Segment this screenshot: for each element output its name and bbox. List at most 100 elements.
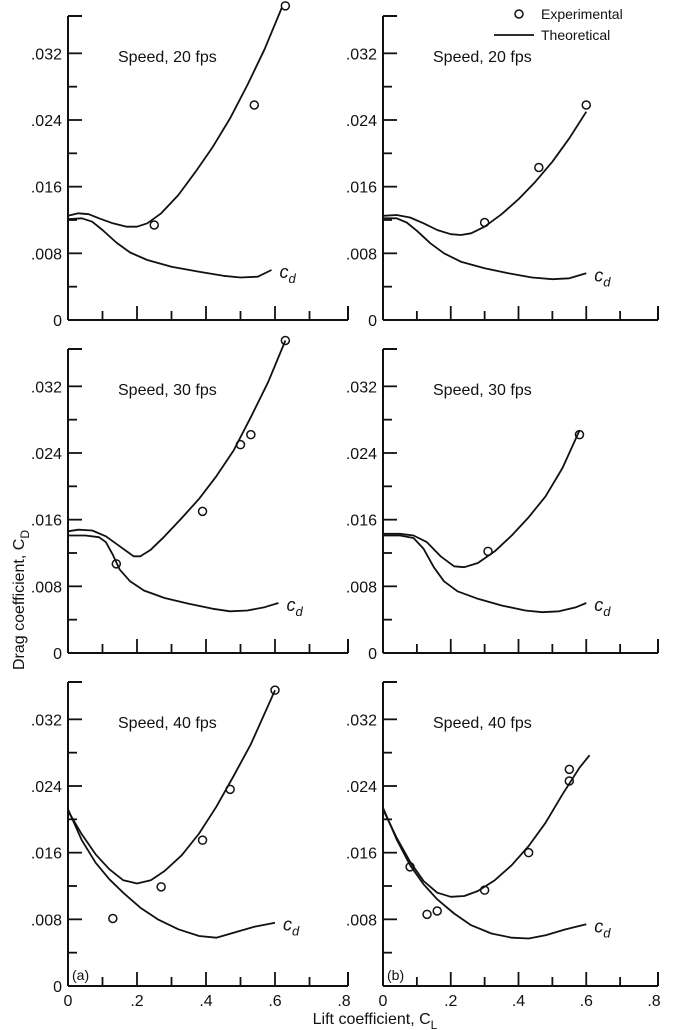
y-tick-label: 0 — [368, 313, 377, 330]
cd-curve-label-main: c — [594, 595, 603, 615]
experimental-point — [280, 335, 291, 346]
cd-curve-label-main: c — [286, 595, 295, 615]
theoretical-CD-line — [67, 689, 276, 885]
cd-curve-label: cd — [594, 265, 611, 289]
x-tick-label: .2 — [444, 993, 457, 1010]
y-tick-label: .024 — [31, 779, 62, 796]
experimental-point — [479, 217, 490, 228]
theoretical-CD-line — [67, 7, 283, 228]
experimental-point — [246, 429, 256, 440]
y-tick-label: .016 — [31, 513, 62, 530]
theoretical-CD-line — [382, 111, 588, 236]
x-tick-label: .4 — [512, 993, 525, 1010]
experimental-point — [270, 685, 280, 695]
experimental-point — [432, 906, 442, 916]
y-tick-label: .032 — [346, 712, 377, 729]
experimental-point — [422, 909, 432, 920]
experimental-point — [249, 100, 260, 110]
panel-1: 0 .008 .016 .024 .032 Speed, 20 fps cd — [31, 1, 349, 330]
cd-curve-label: cd — [594, 595, 611, 619]
x-axis-title-sub: L — [431, 1018, 438, 1030]
x-axis-title-main: Lift coefficient, C — [313, 1011, 431, 1028]
panel-5: 0 .008 .016 .024 .032 0 .2 .4 .6 .8 Speed, 40 fps (… — [31, 681, 351, 1010]
experimental-point — [280, 1, 291, 11]
y-tick-label: .032 — [346, 46, 377, 63]
y-tick-label: .024 — [31, 446, 62, 463]
experimental-point — [581, 100, 591, 110]
experimental-point — [197, 506, 208, 517]
x-tick-label: .8 — [337, 993, 350, 1010]
cd-curve-label-sub: d — [603, 925, 611, 940]
panel-6: .008 .016 .024 .032 0 .2 .4 .6 .8 Speed, 40 fps (b… — [346, 681, 661, 1010]
experimental-point — [156, 882, 166, 892]
experimental-point — [479, 885, 490, 895]
speed-label: Speed, 20 fps — [433, 49, 532, 66]
panel-3: 0 .008 .016 .024 .032 Speed, 30 fps cd — [31, 335, 349, 663]
legend-experimental-marker — [514, 9, 524, 19]
theoretical-cd-line — [382, 807, 587, 940]
cd-curve-label: cd — [283, 915, 300, 939]
legend: Experimental Theoretical — [494, 6, 623, 43]
x-tick-label: .8 — [647, 993, 660, 1010]
x-tick-label: 0 — [379, 993, 388, 1010]
experimental-point — [197, 835, 208, 845]
experimental-point — [149, 220, 159, 230]
y-tick-label: .016 — [346, 513, 377, 530]
experimental-point — [483, 546, 493, 557]
y-tick-label: .024 — [346, 446, 377, 463]
theoretical-CD-line — [382, 754, 591, 898]
y-tick-label: .016 — [31, 846, 62, 863]
x-tick-label: .6 — [268, 993, 281, 1010]
cd-curve-label-main: c — [280, 262, 289, 282]
y-axis-title: Drag coefficient, CD — [11, 530, 32, 670]
y-tick-label: .024 — [346, 113, 377, 130]
theoretical-CD-line — [383, 430, 581, 569]
y-tick-label: .032 — [346, 379, 377, 396]
experimental-point — [534, 162, 544, 173]
y-tick-label: .016 — [31, 180, 62, 197]
cd-curve-label-sub: d — [292, 924, 300, 939]
experimental-point — [111, 559, 122, 569]
y-tick-label: .008 — [346, 246, 377, 263]
y-tick-label: .016 — [346, 846, 377, 863]
cd-curve-label-main: c — [594, 916, 603, 936]
y-tick-label: .016 — [346, 180, 377, 197]
experimental-point — [405, 862, 415, 872]
y-tick-label: .008 — [31, 912, 62, 929]
y-tick-label: .032 — [31, 712, 62, 729]
y-tick-label: 0 — [53, 313, 62, 330]
y-tick-label: .008 — [346, 912, 377, 929]
y-tick-label: 0 — [53, 646, 62, 663]
theoretical-CD-line — [67, 340, 287, 558]
y-tick-label: .032 — [31, 46, 62, 63]
experimental-point — [108, 913, 118, 924]
speed-label: Speed, 40 fps — [433, 715, 532, 732]
cd-curve-label-main: c — [283, 915, 292, 935]
y-tick-label: .008 — [346, 579, 377, 596]
experimental-point — [235, 439, 246, 450]
cd-curve-label: cd — [594, 916, 611, 940]
experimental-point — [564, 776, 575, 786]
cd-curve-label-sub: d — [289, 271, 297, 286]
experimental-point — [564, 764, 575, 775]
theoretical-cd-line — [67, 217, 272, 279]
cd-curve-label: cd — [280, 262, 297, 286]
x-tick-label: 0 — [64, 993, 73, 1010]
y-tick-label: 0 — [368, 646, 377, 663]
x-tick-label: .6 — [580, 993, 593, 1010]
y-tick-label: 0 — [53, 979, 62, 996]
speed-label: Speed, 20 fps — [118, 49, 217, 66]
speed-label: Speed, 30 fps — [433, 382, 532, 399]
theoretical-cd-line — [67, 808, 276, 939]
speed-label: Speed, 40 fps — [118, 715, 217, 732]
cd-curve-label-sub: d — [603, 274, 611, 289]
y-tick-label: .008 — [31, 579, 62, 596]
x-tick-label: .4 — [199, 993, 212, 1010]
experimental-point — [523, 847, 534, 858]
x-tick-label: .2 — [130, 993, 143, 1010]
experimental-point — [225, 784, 235, 795]
cd-curve-label-sub: d — [295, 604, 303, 619]
panel-letter: (a) — [72, 967, 89, 983]
theoretical-cd-line — [383, 217, 587, 281]
